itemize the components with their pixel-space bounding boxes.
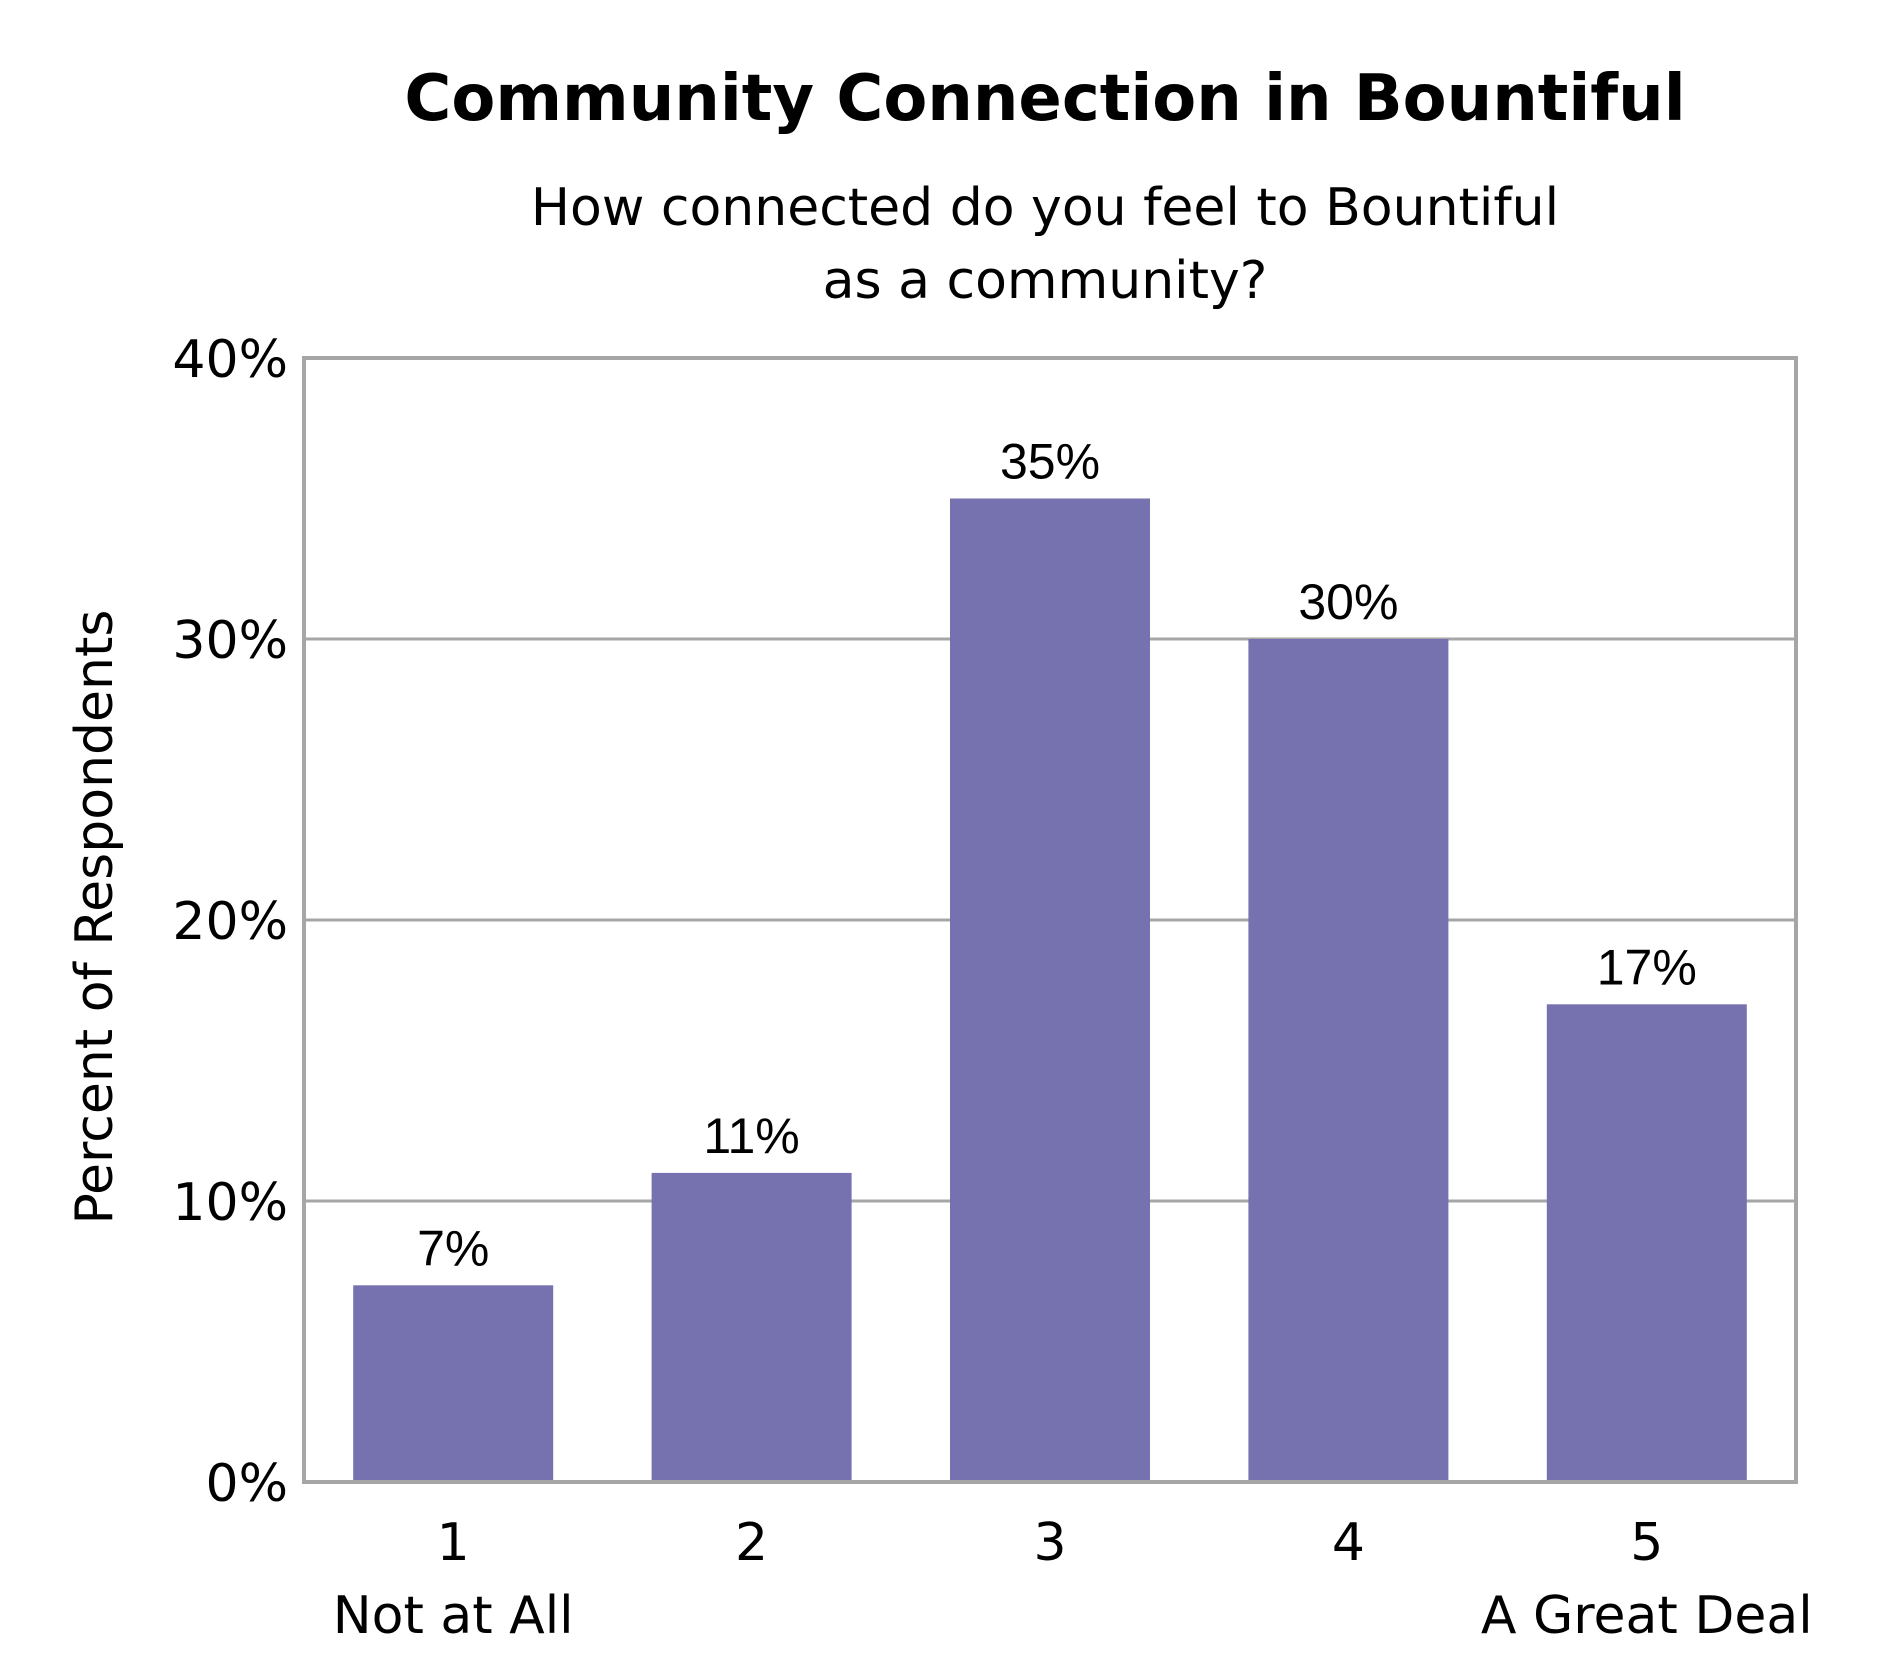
x-axis-ticks: 1 Not at All 2 3 4 5 A Great Deal <box>333 1513 1813 1646</box>
data-label-background <box>1592 938 1701 997</box>
data-label-background <box>996 432 1104 491</box>
bar <box>1248 639 1449 1482</box>
x-tick-sublabel: A Great Deal <box>1481 1586 1813 1646</box>
data-label: 11% <box>703 1108 799 1164</box>
data-label: 35% <box>1000 434 1100 490</box>
data-label-background <box>1294 573 1403 631</box>
bar <box>353 1285 554 1482</box>
data-label-background <box>697 1106 806 1165</box>
x-tick-sublabel: Not at All <box>333 1586 574 1646</box>
chart-subtitle-line-1: How connected do you feel to Bountiful <box>531 178 1559 238</box>
data-labels: 7% 11% 35% 30% 17% <box>399 432 1701 1278</box>
y-axis-ticks: 0% 10% 20% 30% 40% <box>172 330 288 1514</box>
chart-title: Community Connection in Bountiful <box>404 62 1685 136</box>
bar <box>1546 1004 1747 1482</box>
chart-subtitle-line-2: as a community? <box>823 251 1268 311</box>
y-tick-label: 40% <box>172 330 288 390</box>
y-tick-label: 20% <box>172 892 288 952</box>
x-tick-label: 4 <box>1332 1513 1365 1573</box>
data-label: 17% <box>1597 939 1697 995</box>
y-tick-label: 0% <box>206 1454 289 1514</box>
x-tick-label: 2 <box>735 1513 768 1573</box>
data-label-background <box>399 1219 508 1278</box>
y-tick-label: 10% <box>172 1173 288 1233</box>
data-label: 7% <box>417 1220 489 1276</box>
x-tick-label: 3 <box>1033 1513 1066 1573</box>
data-label: 30% <box>1298 574 1398 630</box>
y-axis-title: Percent of Respondents <box>65 610 125 1225</box>
x-tick-label: 1 <box>437 1513 470 1573</box>
x-tick-label: 5 <box>1630 1513 1663 1573</box>
bar <box>950 498 1150 1482</box>
bars <box>353 498 1747 1482</box>
bar <box>651 1172 852 1482</box>
plot-frame <box>302 356 1798 1484</box>
y-tick-label: 30% <box>172 611 288 671</box>
